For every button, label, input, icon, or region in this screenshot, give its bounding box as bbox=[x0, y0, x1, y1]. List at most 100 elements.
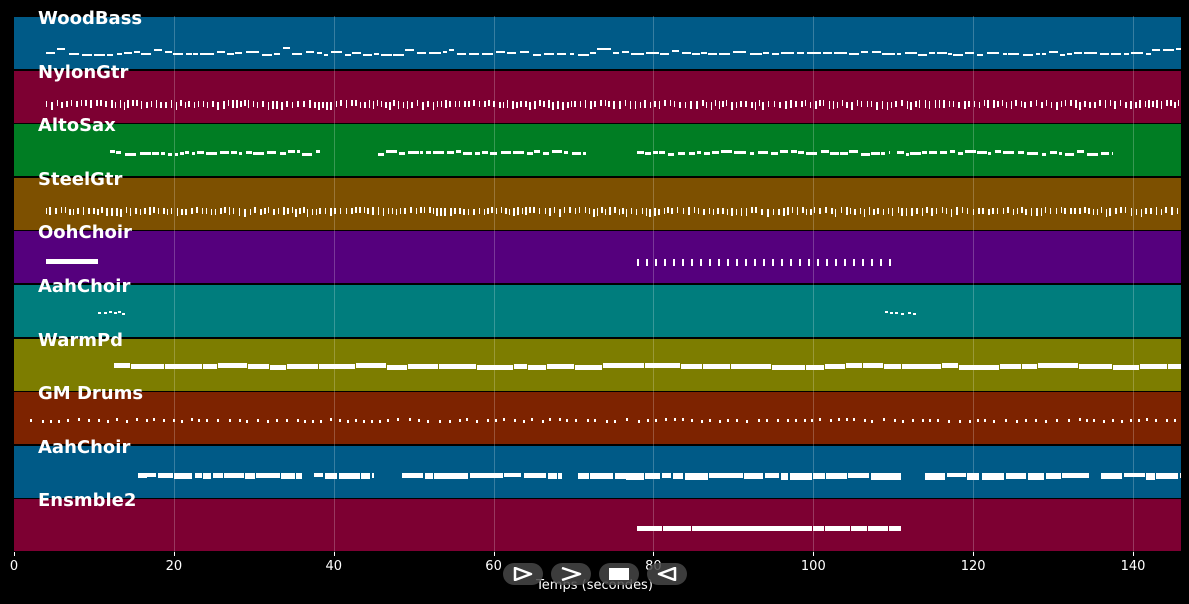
note bbox=[326, 101, 328, 110]
note bbox=[922, 151, 928, 154]
note bbox=[895, 312, 899, 314]
note bbox=[127, 99, 129, 108]
gridline bbox=[333, 16, 335, 552]
note bbox=[176, 207, 178, 216]
note bbox=[751, 101, 753, 108]
note bbox=[407, 151, 419, 154]
note bbox=[817, 259, 820, 267]
note bbox=[455, 472, 469, 479]
note bbox=[690, 100, 692, 109]
note bbox=[372, 100, 375, 109]
note bbox=[888, 151, 890, 154]
note bbox=[415, 207, 418, 214]
note bbox=[558, 472, 562, 479]
note bbox=[941, 206, 944, 213]
note bbox=[281, 472, 295, 479]
note bbox=[291, 206, 294, 213]
note bbox=[424, 472, 433, 479]
note bbox=[584, 206, 587, 213]
note bbox=[614, 420, 617, 424]
note bbox=[224, 206, 226, 213]
note bbox=[806, 52, 821, 54]
note bbox=[601, 206, 603, 213]
x-tick bbox=[493, 552, 495, 556]
note bbox=[668, 153, 675, 156]
note bbox=[122, 313, 126, 315]
note bbox=[1004, 419, 1007, 423]
note bbox=[217, 419, 220, 423]
note bbox=[682, 259, 685, 267]
note bbox=[359, 101, 362, 108]
note bbox=[679, 101, 681, 108]
note bbox=[613, 100, 615, 109]
note bbox=[245, 472, 256, 479]
note bbox=[214, 208, 217, 215]
note bbox=[1025, 208, 1027, 215]
note bbox=[887, 207, 890, 214]
note bbox=[553, 206, 556, 213]
note bbox=[1064, 99, 1067, 106]
note bbox=[90, 99, 92, 108]
track-name: GM Drums bbox=[38, 383, 144, 405]
note bbox=[1048, 51, 1059, 53]
note bbox=[830, 152, 839, 155]
play-button[interactable] bbox=[503, 563, 543, 585]
note bbox=[319, 420, 322, 424]
note bbox=[162, 419, 165, 423]
note bbox=[1140, 363, 1167, 369]
x-tick bbox=[813, 552, 815, 556]
track-name: OohChoir bbox=[38, 222, 132, 244]
forward-button[interactable] bbox=[551, 563, 591, 585]
stop-button[interactable] bbox=[599, 563, 639, 585]
note bbox=[175, 101, 178, 110]
note bbox=[355, 206, 357, 213]
note bbox=[718, 259, 721, 267]
note bbox=[543, 152, 550, 155]
note bbox=[427, 100, 429, 107]
note bbox=[868, 206, 871, 215]
x-tick bbox=[14, 552, 15, 556]
note bbox=[891, 207, 894, 216]
note bbox=[829, 419, 832, 423]
note bbox=[466, 418, 469, 422]
x-tick-label: 100 bbox=[800, 559, 826, 574]
note bbox=[987, 99, 989, 108]
note bbox=[410, 206, 412, 213]
note bbox=[530, 418, 533, 422]
note bbox=[983, 99, 986, 106]
back-button[interactable] bbox=[647, 563, 687, 585]
note bbox=[144, 207, 146, 214]
note bbox=[557, 53, 567, 55]
track bbox=[14, 70, 1181, 123]
note bbox=[725, 99, 728, 106]
note bbox=[665, 418, 668, 422]
note bbox=[795, 100, 797, 107]
note bbox=[137, 472, 147, 478]
note bbox=[442, 51, 448, 53]
note bbox=[362, 420, 365, 424]
note bbox=[889, 259, 892, 267]
note bbox=[303, 100, 305, 107]
note bbox=[995, 150, 1002, 153]
note bbox=[1176, 48, 1181, 50]
note bbox=[114, 101, 117, 108]
note bbox=[464, 100, 466, 107]
note bbox=[764, 526, 788, 532]
note bbox=[475, 152, 481, 155]
note bbox=[66, 419, 69, 423]
note bbox=[885, 311, 889, 313]
note bbox=[495, 207, 498, 214]
note bbox=[866, 100, 869, 107]
note bbox=[939, 151, 948, 154]
track bbox=[14, 499, 1181, 552]
note bbox=[1146, 472, 1156, 480]
note bbox=[682, 207, 685, 214]
note bbox=[861, 153, 870, 156]
note bbox=[731, 101, 733, 110]
note bbox=[454, 207, 456, 214]
note bbox=[731, 472, 743, 478]
note bbox=[928, 419, 931, 423]
note bbox=[238, 152, 243, 155]
note bbox=[236, 99, 238, 108]
note bbox=[604, 208, 607, 215]
